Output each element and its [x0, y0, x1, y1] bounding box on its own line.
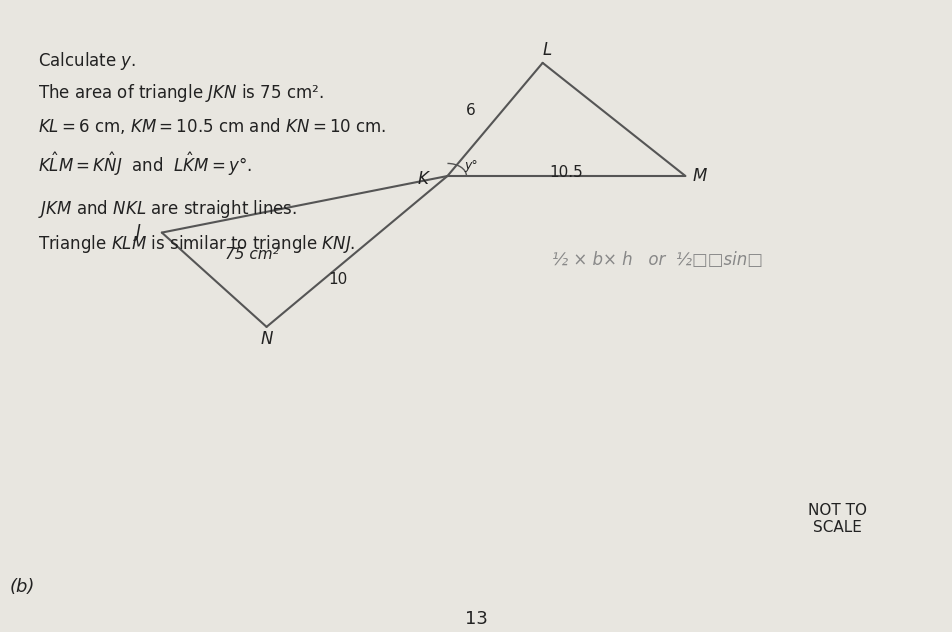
Text: Calculate $y$.: Calculate $y$.	[38, 51, 136, 72]
Text: $K\hat{L}M = K\hat{N}J$  and  $L\hat{K}M = y°$.: $K\hat{L}M = K\hat{N}J$ and $L\hat{K}M =…	[38, 151, 252, 178]
Text: The area of triangle $JKN$ is 75 cm².: The area of triangle $JKN$ is 75 cm².	[38, 82, 324, 104]
Text: $\it{K}$: $\it{K}$	[417, 170, 430, 188]
Text: 10.5: 10.5	[549, 166, 584, 180]
Text: 13: 13	[465, 610, 487, 628]
Text: 10: 10	[328, 272, 347, 287]
Text: $\it{M}$: $\it{M}$	[692, 167, 707, 185]
Text: $\it{J}$: $\it{J}$	[133, 222, 143, 243]
Text: NOT TO
SCALE: NOT TO SCALE	[808, 503, 867, 535]
Text: 75 cm²: 75 cm²	[226, 247, 279, 262]
Text: $JKM$ and $NKL$ are straight lines.: $JKM$ and $NKL$ are straight lines.	[38, 198, 297, 220]
Text: $\it{L}$: $\it{L}$	[543, 41, 552, 59]
Text: (b): (b)	[10, 578, 35, 597]
Text: $\it{N}$: $\it{N}$	[260, 331, 273, 348]
Text: y°: y°	[465, 159, 478, 172]
Text: 6: 6	[466, 102, 476, 118]
Text: ½ × b× h   or  ½□□sin□: ½ × b× h or ½□□sin□	[552, 252, 764, 269]
Text: Triangle $KLM$ is similar to triangle $KNJ$.: Triangle $KLM$ is similar to triangle $K…	[38, 233, 356, 255]
Text: $KL = 6$ cm, $KM = 10.5$ cm and $KN = 10$ cm.: $KL = 6$ cm, $KM = 10.5$ cm and $KN = 10…	[38, 116, 387, 137]
